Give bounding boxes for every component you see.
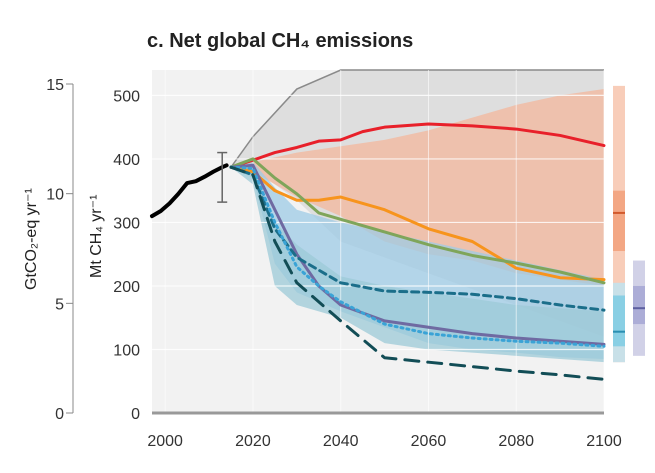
x-tick-label: 2100 <box>586 433 622 450</box>
y-tick-label: 500 <box>113 88 140 105</box>
series-dotted <box>229 165 606 348</box>
y-axis-label-left: GtCO₂-eq yr⁻¹ <box>23 188 40 290</box>
series-teal <box>229 165 606 312</box>
y2-tick-label: 15 <box>46 77 64 94</box>
y-tick-label: 200 <box>113 279 140 296</box>
series-lines <box>150 122 606 381</box>
error-bar <box>217 151 228 203</box>
range-bars <box>613 85 645 363</box>
series-orange <box>229 165 606 282</box>
y-axis-label-right: Mt CH₄ yr⁻¹ <box>88 195 105 278</box>
chart-title: c. Net global CH₄ emissions <box>147 30 413 52</box>
y-tick-label: 100 <box>113 342 140 359</box>
band-teal <box>230 165 604 363</box>
y2-tick-label: 0 <box>55 406 64 423</box>
range-bar-iqr-1 <box>613 295 625 347</box>
x-tick-label: 2080 <box>498 433 534 450</box>
x-tick-label: 2060 <box>411 433 447 450</box>
series-dashed <box>229 165 606 381</box>
x-tick-label: 2040 <box>323 433 359 450</box>
series-historical <box>150 163 229 219</box>
y-tick-label: 400 <box>113 152 140 169</box>
y2-tick-label: 10 <box>46 187 64 204</box>
series-green <box>229 157 606 285</box>
x-tick-label: 2000 <box>147 433 183 450</box>
band-orange <box>230 89 604 286</box>
uncertainty-bands <box>152 69 604 413</box>
range-bar-iqr-0 <box>613 190 625 252</box>
y2-tick-label: 5 <box>55 296 64 313</box>
x-tick-label: 2020 <box>235 433 271 450</box>
y-tick-label: 0 <box>131 406 140 423</box>
range-bar-iqr-2 <box>633 285 645 325</box>
y-tick-label: 300 <box>113 215 140 232</box>
gridlines <box>152 70 605 415</box>
series-red <box>229 122 606 169</box>
